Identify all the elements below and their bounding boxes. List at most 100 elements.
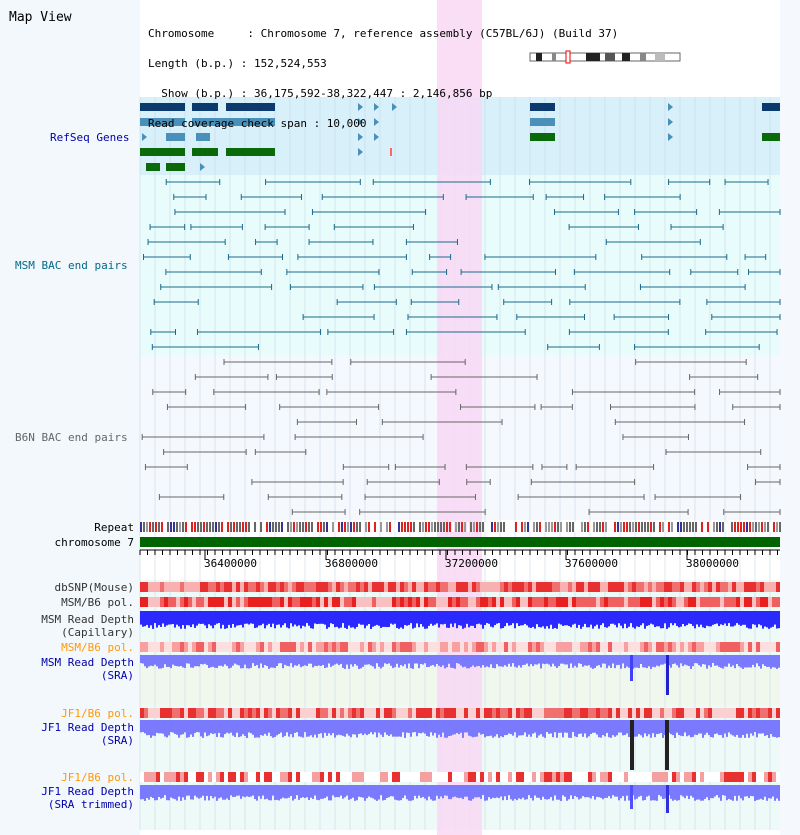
jf1-depth-sra-bar	[582, 720, 584, 737]
repeat-element	[212, 522, 214, 532]
repeat-element	[356, 522, 358, 532]
msm-b6-pol-cell	[500, 597, 504, 607]
jf1-depth-trim-bar	[280, 785, 282, 799]
track-label-jf1-depth-sra[interactable]: JF1 Read Depth	[41, 721, 134, 734]
msm-depth-cap-bar	[748, 611, 750, 629]
msm-depth-sra-bar	[336, 655, 338, 664]
track-label-msm-b6-pol-2[interactable]: MSM/B6 pol.	[61, 641, 134, 654]
track-label-jf1-depth-trim[interactable]: JF1 Read Depth	[41, 785, 134, 798]
jf1-depth-trim-bar	[556, 785, 558, 800]
jf1-depth-trim-bar	[342, 785, 344, 799]
jf1-b6-pol-cell	[548, 708, 552, 718]
msm-depth-sra-bar	[530, 655, 532, 665]
jf1-depth-trim-bar	[772, 785, 774, 797]
jf1-depth-sra-bar	[514, 720, 516, 733]
msm-depth-cap-bar	[550, 611, 552, 625]
jf1-b6-pol-cell	[344, 708, 348, 718]
track-label-jf1-b6-pol-2[interactable]: JF1/B6 pol.	[61, 771, 134, 784]
jf1-depth-sra-bar	[334, 720, 336, 738]
msm-depth-sra-bar	[328, 655, 330, 664]
jf1-b6-pol2-cell	[680, 772, 684, 782]
msm-depth-cap-bar	[160, 611, 162, 627]
repeat-element	[605, 522, 607, 532]
jf1-b6-pol-cell	[748, 708, 752, 718]
repeat-element	[335, 522, 337, 532]
msm-b6-pol2-cell	[400, 642, 404, 652]
msm-depth-sra-bar	[726, 655, 728, 667]
msm-b6-pol-cell	[496, 597, 500, 607]
jf1-b6-pol2-cell	[732, 772, 736, 782]
track-label-msm-depth-sra[interactable]: MSM Read Depth	[41, 656, 134, 669]
msm-b6-pol2-cell	[300, 642, 304, 652]
jf1-b6-pol2-cell	[340, 772, 344, 782]
msm-depth-cap-bar	[286, 611, 288, 628]
track-label-msm-b6-pol-1[interactable]: MSM/B6 pol.	[61, 596, 134, 609]
msm-depth-sra-bar	[254, 655, 256, 667]
jf1-depth-sra-bar	[166, 720, 168, 738]
msm-b6-pol-cell	[428, 597, 432, 607]
jf1-depth-sra-bar	[474, 720, 476, 737]
jf1-depth-trim-bar	[314, 785, 316, 796]
dbsnp-cell	[212, 582, 216, 592]
msm-b6-pol2-cell	[364, 642, 368, 652]
track-label-repeat[interactable]: Repeat	[94, 521, 134, 534]
track-label-dbsnp[interactable]: dbSNP(Mouse)	[54, 581, 134, 594]
repeat-element	[350, 522, 352, 532]
jf1-depth-trim-bar	[586, 785, 588, 798]
msm-b6-pol2-cell	[700, 642, 704, 652]
dbsnp-cell	[156, 582, 160, 592]
jf1-depth-trim-bar	[184, 785, 186, 800]
jf1-depth-trim-bar	[224, 785, 226, 800]
jf1-b6-pol-cell	[580, 708, 584, 718]
jf1-b6-pol-cell	[476, 708, 480, 718]
msm-depth-sra-bar	[618, 655, 620, 665]
jf1-depth-sra-bar	[462, 720, 464, 738]
repeat-element	[710, 522, 712, 532]
dbsnp-cell	[332, 582, 336, 592]
refseq-gene	[140, 118, 185, 126]
jf1-depth-sra-bar	[754, 720, 756, 733]
jf1-b6-pol-cell	[756, 708, 760, 718]
repeat-element	[245, 522, 247, 532]
msm-b6-pol2-cell	[680, 642, 684, 652]
msm-b6-pol2-cell	[504, 642, 508, 652]
msm-b6-pol-cell	[600, 597, 604, 607]
msm-depth-sra-bar	[302, 655, 304, 667]
msm-depth-sra-bar	[206, 655, 208, 665]
gene-arrow	[374, 118, 379, 126]
jf1-depth-sra-bar	[714, 720, 716, 735]
msm-depth-cap-bar	[758, 611, 760, 625]
track-label-chromosome[interactable]: chromosome 7	[54, 536, 134, 549]
repeat-element	[683, 522, 685, 532]
msm-depth-sra-bar	[748, 655, 750, 668]
msm-depth-cap-bar	[544, 611, 546, 629]
jf1-depth-trim-bar	[570, 785, 572, 796]
dbsnp-cell	[236, 582, 240, 592]
msm-depth-cap-bar	[450, 611, 452, 624]
msm-b6-pol-cell	[708, 597, 712, 607]
msm-b6-pol2-cell	[376, 642, 380, 652]
jf1-depth-trim-bar	[634, 785, 636, 800]
jf1-depth-sra-bar	[740, 720, 742, 738]
repeat-element	[371, 522, 373, 532]
msm-depth-sra-bar	[686, 655, 688, 666]
jf1-depth-trim-bar	[428, 785, 430, 797]
jf1-depth-sra-bar	[742, 720, 744, 735]
jf1-b6-pol-cell	[452, 708, 456, 718]
jf1-depth-trim-bar	[470, 785, 472, 801]
msm-depth-sra-bar	[738, 655, 740, 667]
jf1-depth-trim-bar	[648, 785, 650, 796]
msm-b6-pol2-cell	[568, 642, 572, 652]
track-label-b6n-bac[interactable]: B6N BAC end pairs	[15, 431, 128, 444]
track-label-jf1-b6-pol-1[interactable]: JF1/B6 pol.	[61, 707, 134, 720]
track-label-msm-bac[interactable]: MSM BAC end pairs	[15, 259, 128, 272]
msm-depth-cap-bar	[452, 611, 454, 627]
msm-b6-pol-cell	[464, 597, 468, 607]
jf1-depth-trim-bar	[332, 785, 334, 796]
track-label-refseq[interactable]: RefSeq Genes	[50, 131, 130, 144]
track-label-msm-depth-cap[interactable]: MSM Read Depth	[41, 613, 134, 626]
msm-b6-pol2-cell	[184, 642, 188, 652]
dbsnp-cell	[620, 582, 624, 592]
msm-b6-pol2-cell	[732, 642, 736, 652]
